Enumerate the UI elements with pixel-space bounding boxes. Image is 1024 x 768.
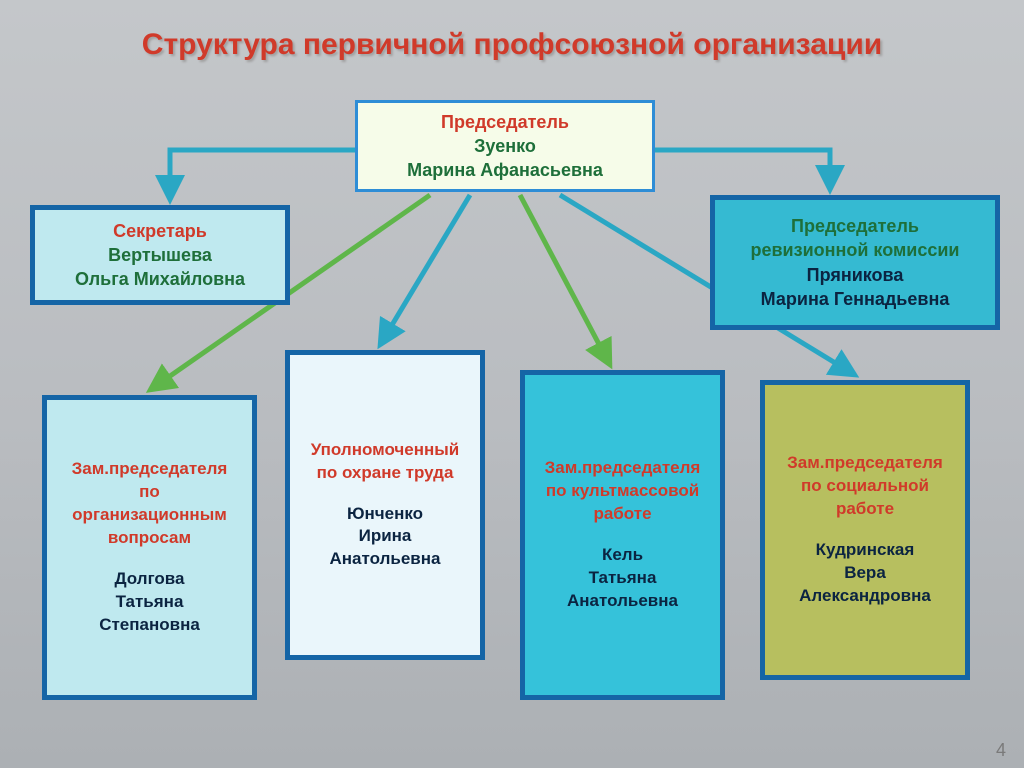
dep-org-name: ДолговаТатьянаСтепановна — [99, 568, 200, 637]
node-safety: Уполномоченныйпо охране труда ЮнченкоИри… — [285, 350, 485, 660]
slide-title: Структура первичной профсоюзной организа… — [0, 28, 1024, 62]
safety-name: ЮнченкоИринаАнатольевна — [330, 503, 441, 572]
chairman-name: ЗуенкоМарина Афанасьевна — [407, 134, 603, 183]
node-dep-org: Зам.председателяпоорганизационнымвопроса… — [42, 395, 257, 700]
node-audit: Председательревизионной комиссии Прянико… — [710, 195, 1000, 330]
culture-name: КельТатьянаАнатольевна — [567, 544, 678, 613]
chairman-role: Председатель — [441, 110, 569, 134]
secretary-name: ВертышеваОльга Михайловна — [75, 243, 245, 292]
node-social: Зам.председателяпо социальнойработе Кудр… — [760, 380, 970, 680]
slide: Структура первичной профсоюзной организа… — [0, 0, 1024, 768]
social-name: КудринскаяВераАлександровна — [799, 539, 931, 608]
node-secretary: Секретарь ВертышеваОльга Михайловна — [30, 205, 290, 305]
audit-role: Председательревизионной комиссии — [750, 214, 959, 263]
node-chairman: Председатель ЗуенкоМарина Афанасьевна — [355, 100, 655, 192]
secretary-role: Секретарь — [113, 219, 207, 243]
safety-role: Уполномоченныйпо охране труда — [311, 439, 460, 485]
dep-org-role: Зам.председателяпоорганизационнымвопроса… — [72, 458, 228, 550]
page-number: 4 — [996, 740, 1006, 761]
social-role: Зам.председателяпо социальнойработе — [787, 452, 943, 521]
culture-role: Зам.председателяпо культмассовойработе — [545, 457, 701, 526]
audit-name: ПряниковаМарина Геннадьевна — [761, 263, 950, 312]
slide-title-text: Структура первичной профсоюзной организа… — [142, 28, 882, 61]
node-culture: Зам.председателяпо культмассовойработе К… — [520, 370, 725, 700]
